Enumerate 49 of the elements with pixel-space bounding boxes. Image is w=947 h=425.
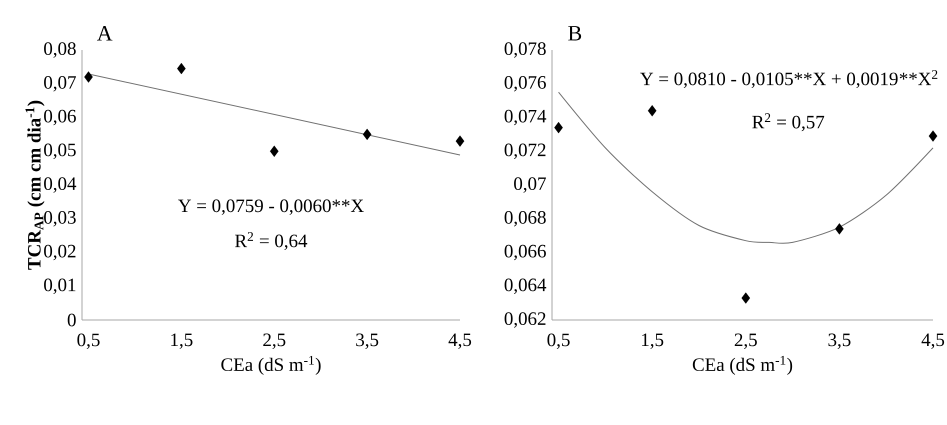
x-tick-label: 1,5 <box>171 334 192 349</box>
y-tick-label: 0,07 <box>44 76 76 92</box>
y-tick-label: 0,064 <box>504 278 546 294</box>
x-tick-label: 1,5 <box>642 334 664 349</box>
y-tick-label: 0,08 <box>44 42 76 58</box>
annotation: Y = 0,0810 - 0,0105**X + 0,0019 <box>640 72 898 88</box>
y-tick-label: 0,01 <box>44 278 76 294</box>
x-axis-title: CEa (dS m$^{-1}$) <box>692 356 792 375</box>
point <box>928 130 938 142</box>
x-tick-label: 2,5 <box>263 334 286 349</box>
chart-title: A <box>96 26 112 40</box>
x-tick-label: 4,5 <box>922 334 944 349</box>
x-tick-label: 3,5 <box>356 334 378 349</box>
y-tick-label: 0,076 <box>504 76 546 92</box>
x-tick-label: 0,5 <box>547 334 570 350</box>
y-tick-label: 0,078 <box>504 42 546 58</box>
point <box>456 135 464 147</box>
y-tick-label: 0,066 <box>504 244 546 260</box>
y-tick-label: 0,04 <box>44 177 76 193</box>
x-axis-title: CEa (dS m$^{-1}$) <box>221 356 321 375</box>
y-tick-label: 0,06 <box>44 110 76 126</box>
x-tick-label: 2,5 <box>734 334 757 349</box>
y-tick-label: 0,07 <box>514 177 546 193</box>
line-series <box>558 92 934 244</box>
annotation: **X$^{2}$ <box>900 70 938 86</box>
point <box>84 71 93 83</box>
y-tick-label: 0,03 <box>44 211 76 226</box>
y-tick-label: 0,074 <box>504 110 546 126</box>
point <box>362 128 372 140</box>
annotation: R$^{2}$ = 0,57 <box>752 113 824 132</box>
chart-title: B <box>568 26 582 40</box>
y-tick-label: 0,068 <box>504 211 546 226</box>
annotation: R$^{2}$ = 0,64 <box>235 232 308 250</box>
y-tick-label: 0,02 <box>44 244 76 260</box>
y-tick-label: 0,05 <box>44 144 76 159</box>
y-tick-label: 0,072 <box>504 144 546 159</box>
x-tick-label: 0,5 <box>77 334 100 350</box>
point <box>270 146 279 157</box>
point <box>554 122 563 134</box>
point <box>835 223 844 235</box>
y-tick-label: 0 <box>68 314 76 326</box>
point <box>177 62 186 74</box>
y-tick-label: 0,062 <box>504 312 546 328</box>
annotation: Y = 0,0759 - 0,0060**X <box>178 199 364 215</box>
x-tick-label: 3,5 <box>828 334 850 349</box>
y-axis-title: TCR$_{AP}$ (cm cm dia$^{-1}$) <box>25 100 45 270</box>
point <box>648 105 656 116</box>
x-tick-label: 4,5 <box>448 334 472 349</box>
point <box>741 292 750 304</box>
